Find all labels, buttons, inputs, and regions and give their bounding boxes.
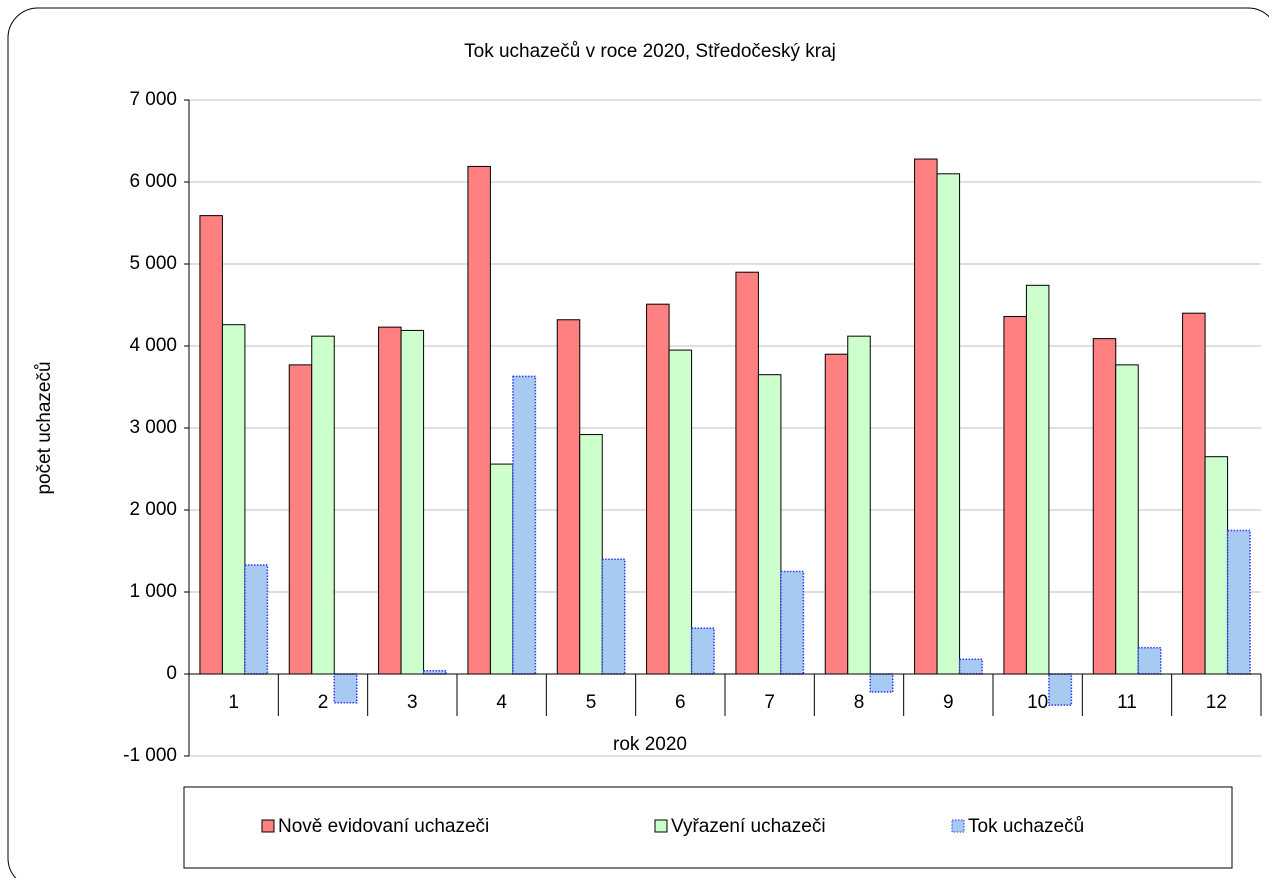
bar <box>1204 456 1229 675</box>
y-tick-label: 1 000 <box>129 581 177 602</box>
bar <box>489 463 514 675</box>
y-tick-label: 6 000 <box>129 171 177 192</box>
legend-swatch <box>261 819 275 833</box>
x-tick-label: 6 <box>675 692 686 713</box>
legend-swatch <box>951 819 965 833</box>
bar <box>378 326 402 675</box>
x-tick-label: 10 <box>1027 692 1048 713</box>
x-tick-label: 3 <box>407 692 418 713</box>
bar <box>780 570 805 675</box>
y-tick-label: 7 000 <box>129 89 177 110</box>
bar <box>311 335 335 675</box>
bar <box>512 375 537 675</box>
legend-box <box>183 786 1233 869</box>
y-tick-label: 2 000 <box>129 499 177 520</box>
y-tick-label: 4 000 <box>129 335 177 356</box>
bar <box>1182 312 1206 675</box>
bar <box>1025 284 1050 675</box>
bar <box>244 564 269 675</box>
bar <box>288 364 313 675</box>
x-tick-label: 2 <box>318 692 329 713</box>
y-axis-label: počet uchazečů <box>34 361 55 494</box>
bar <box>847 335 871 675</box>
y-tick-label: 3 000 <box>129 417 177 438</box>
legend-label: Vyřazení uchazeči <box>671 816 826 837</box>
bar <box>824 353 849 675</box>
bar <box>221 324 246 675</box>
bar <box>1092 338 1117 675</box>
bar <box>757 374 782 675</box>
x-axis-label: rok 2020 <box>613 734 687 755</box>
bar <box>199 215 223 675</box>
x-tick-label: 1 <box>228 692 239 713</box>
y-tick-label: 0 <box>166 663 177 684</box>
legend-label: Tok uchazečů <box>968 816 1084 837</box>
x-tick-label: 11 <box>1117 692 1137 713</box>
y-tick-label: -1 000 <box>123 745 177 766</box>
bar <box>1048 673 1073 706</box>
bar <box>601 558 626 675</box>
bar <box>1137 647 1162 675</box>
chart-title: Tok uchazečů v roce 2020, Středočeský kr… <box>464 41 836 62</box>
bar <box>668 349 693 675</box>
bar <box>556 319 581 675</box>
bar <box>1003 315 1027 675</box>
bar <box>936 173 961 675</box>
bar <box>467 165 491 675</box>
bar <box>958 658 983 675</box>
bar <box>914 158 938 675</box>
x-tick-label: 12 <box>1206 692 1227 713</box>
y-tick-label: 5 000 <box>129 253 177 274</box>
bar <box>735 271 759 675</box>
bar <box>1115 364 1139 675</box>
x-tick-label: 4 <box>496 692 507 713</box>
bar <box>333 673 358 704</box>
x-tick-label: 5 <box>586 692 597 713</box>
legend-label: Nově evidovaní uchazeči <box>278 816 489 837</box>
bar <box>1226 529 1251 675</box>
bar <box>869 673 894 693</box>
x-tick-label: 7 <box>764 692 775 713</box>
x-tick-label: 9 <box>943 692 954 713</box>
x-tick-label: 8 <box>854 692 865 713</box>
legend-swatch <box>654 819 668 833</box>
bar <box>579 434 603 675</box>
bar <box>646 303 670 675</box>
bar <box>400 329 425 675</box>
bar <box>690 627 715 675</box>
